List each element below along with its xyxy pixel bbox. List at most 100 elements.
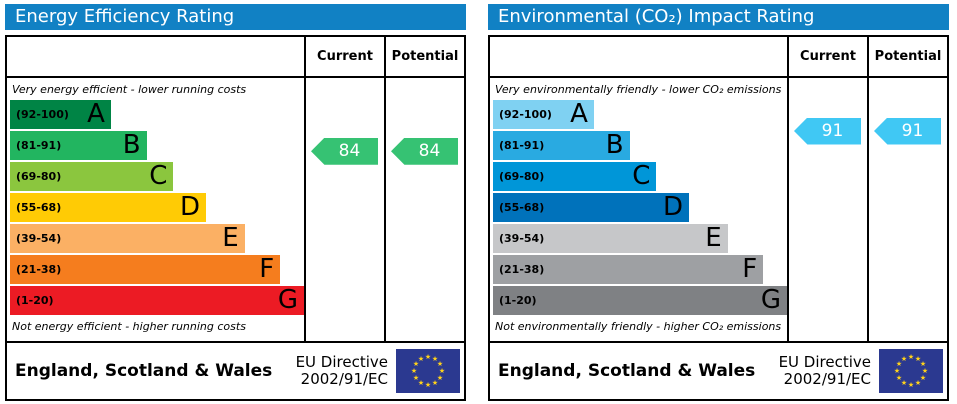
energy-chart-box: Current Potential Very energy efficient …	[5, 35, 466, 401]
current-column: 84	[304, 78, 384, 341]
svg-text:★: ★	[915, 355, 921, 363]
column-header-row: Current Potential	[7, 37, 464, 78]
band-row-a: (92-100) A	[493, 100, 594, 129]
panel-footer: England, Scotland & Wales EU Directive 2…	[490, 341, 947, 399]
svg-text:★: ★	[908, 353, 914, 361]
band-row-f: (21-38) F	[10, 254, 281, 284]
svg-text:★: ★	[439, 367, 445, 375]
band-range: (69-80)	[499, 170, 545, 183]
svg-text:★: ★	[437, 360, 443, 368]
band-letter: F	[742, 254, 758, 284]
band-row-d: (55-68) D	[493, 193, 690, 222]
band-row-g: (1-20) G	[10, 286, 304, 315]
band-range: (21-38)	[16, 263, 62, 276]
eu-directive-label: EU Directive 2002/91/EC	[296, 354, 388, 388]
band-range: (55-68)	[499, 201, 545, 214]
current-column-header: Current	[304, 37, 384, 76]
svg-text:★: ★	[901, 355, 907, 363]
svg-text:★: ★	[920, 374, 926, 382]
eu-directive-label: EU Directive 2002/91/EC	[779, 354, 871, 388]
band-range: (1-20)	[16, 294, 54, 307]
caption-bottom: Not energy efficient - higher running co…	[12, 320, 246, 333]
band-row-f: (21-38) F	[493, 254, 764, 284]
potential-rating-arrow: 84	[391, 137, 458, 165]
band-row-a: (92-100) A	[10, 100, 111, 129]
column-header-row: Current Potential	[490, 37, 947, 78]
svg-text:★: ★	[418, 355, 424, 363]
potential-column: 84	[384, 78, 464, 341]
svg-text:★: ★	[432, 379, 438, 387]
eu-flag-icon: ★ ★ ★ ★ ★ ★ ★ ★ ★ ★ ★ ★	[396, 349, 460, 393]
svg-text:★: ★	[413, 360, 419, 368]
band-letter: C	[149, 161, 168, 191]
header-spacer	[7, 37, 304, 76]
svg-text:★: ★	[922, 367, 928, 375]
svg-text:★: ★	[425, 353, 431, 361]
region-label: England, Scotland & Wales	[498, 361, 756, 381]
band-range: (81-91)	[499, 139, 545, 152]
band-row-b: (81-91) B	[10, 131, 147, 160]
caption-bottom: Not environmentally friendly - higher CO…	[495, 320, 782, 333]
current-rating-arrow: 91	[794, 117, 861, 145]
chart-row: Very energy efficient - lower running co…	[7, 78, 464, 341]
eu-directive-line2: 2002/91/EC	[783, 370, 871, 388]
svg-text:★: ★	[896, 374, 902, 382]
band-letter: C	[632, 161, 651, 191]
svg-text:★: ★	[920, 360, 926, 368]
panel-footer: England, Scotland & Wales EU Directive 2…	[7, 341, 464, 399]
svg-text:★: ★	[437, 374, 443, 382]
band-list: (92-100) A (81-91) B (69-80) C (55-68)	[490, 100, 787, 315]
band-range: (39-54)	[16, 232, 62, 245]
co2-chart-box: Current Potential Very environmentally f…	[488, 35, 949, 401]
svg-text:★: ★	[413, 374, 419, 382]
current-column-header: Current	[787, 37, 867, 76]
band-letter: E	[705, 223, 722, 253]
svg-text:★: ★	[425, 381, 431, 389]
svg-text:★: ★	[894, 367, 900, 375]
potential-column: 91	[867, 78, 947, 341]
band-list: (92-100) A (81-91) B (69-80) C (55-68)	[7, 100, 304, 315]
band-range: (69-80)	[16, 170, 62, 183]
band-range: (21-38)	[499, 263, 545, 276]
svg-text:★: ★	[432, 355, 438, 363]
band-range: (39-54)	[499, 232, 545, 245]
region-label: England, Scotland & Wales	[15, 361, 273, 381]
rating-scale: Very energy efficient - lower running co…	[7, 78, 304, 341]
band-range: (92-100)	[499, 108, 552, 121]
eu-directive-line1: EU Directive	[778, 353, 871, 371]
energy-efficiency-panel: Energy Efficiency Rating Current Potenti…	[5, 4, 466, 404]
band-letter: D	[179, 192, 201, 222]
svg-text:★: ★	[901, 379, 907, 387]
eu-directive-line2: 2002/91/EC	[300, 370, 388, 388]
potential-column-header: Potential	[867, 37, 947, 76]
band-range: (55-68)	[16, 201, 62, 214]
svg-text:★: ★	[411, 367, 417, 375]
current-column: 91	[787, 78, 867, 341]
caption-top: Very energy efficient - lower running co…	[12, 83, 247, 96]
band-letter: A	[87, 99, 105, 129]
eu-flag-icon: ★ ★ ★ ★ ★ ★ ★ ★ ★ ★ ★ ★	[879, 349, 943, 393]
band-row-e: (39-54) E	[493, 224, 728, 253]
band-row-e: (39-54) E	[10, 224, 245, 253]
band-row-c: (69-80) C	[493, 161, 657, 191]
potential-rating-arrow: 91	[874, 117, 941, 145]
band-row-c: (69-80) C	[10, 161, 174, 191]
potential-column-header: Potential	[384, 37, 464, 76]
band-letter: E	[222, 223, 239, 253]
current-rating-arrow: 84	[311, 137, 378, 165]
svg-text:★: ★	[908, 381, 914, 389]
band-letter: G	[760, 285, 781, 315]
rating-scale: Very environmentally friendly - lower CO…	[490, 78, 787, 341]
band-row-d: (55-68) D	[10, 192, 207, 222]
band-row-b: (81-91) B	[493, 131, 630, 160]
band-letter: F	[259, 254, 275, 284]
band-letter: B	[605, 130, 624, 160]
panel-title: Energy Efficiency Rating	[5, 4, 466, 30]
svg-text:★: ★	[896, 360, 902, 368]
caption-top: Very environmentally friendly - lower CO…	[495, 83, 782, 96]
panel-title: Environmental (CO₂) Impact Rating	[488, 4, 949, 30]
band-range: (81-91)	[16, 139, 62, 152]
svg-text:★: ★	[915, 379, 921, 387]
band-range: (92-100)	[16, 108, 69, 121]
